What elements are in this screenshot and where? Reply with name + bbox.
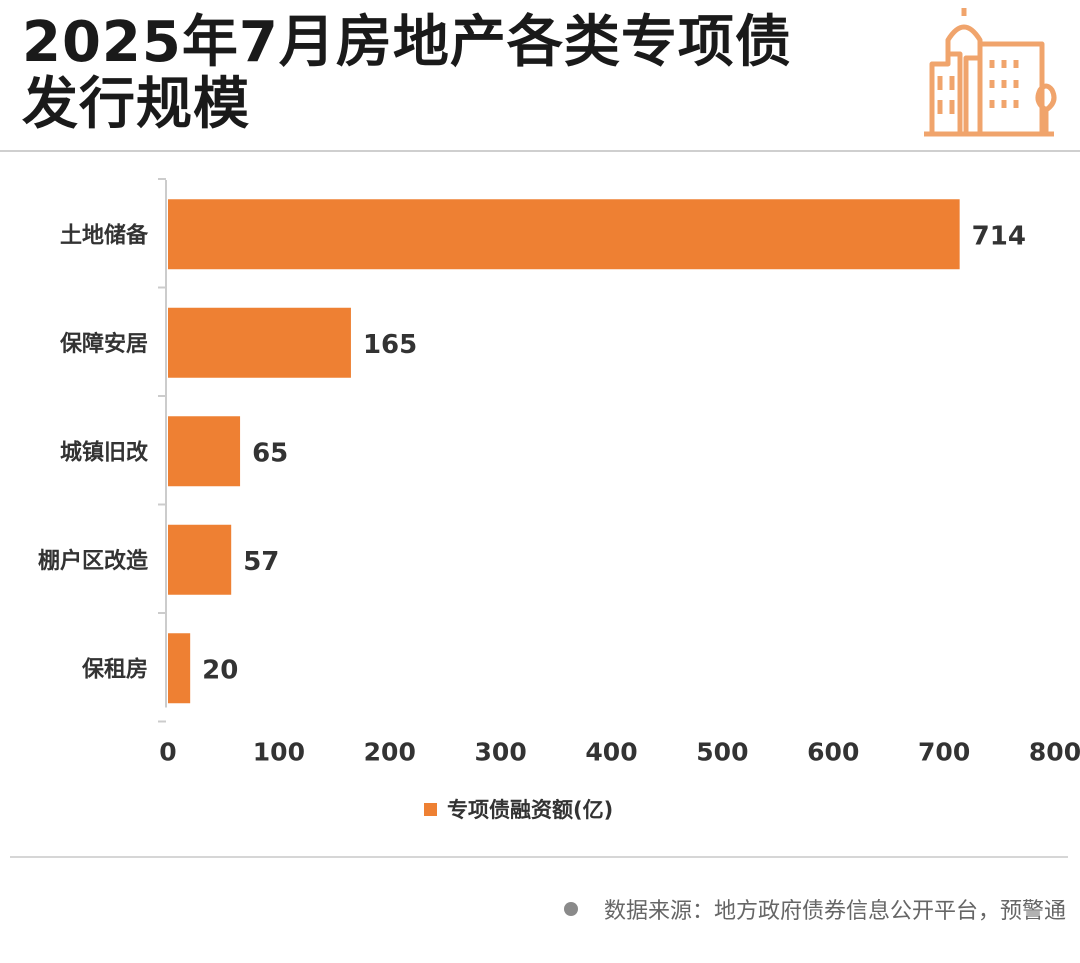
category-label: 保障安居 bbox=[59, 331, 148, 357]
data-label: 20 bbox=[202, 655, 238, 685]
footer-divider bbox=[10, 856, 1068, 858]
legend-label: 专项债融资额(亿) bbox=[447, 798, 614, 822]
bar-1 bbox=[168, 307, 351, 378]
x-tick-label: 100 bbox=[253, 738, 305, 767]
source-dot-icon bbox=[563, 902, 578, 916]
x-tick-label: 200 bbox=[364, 738, 416, 767]
bar-2 bbox=[168, 416, 241, 487]
category-label: 保租房 bbox=[81, 656, 148, 682]
category-label: 土地储备 bbox=[60, 222, 149, 248]
x-tick-label: 400 bbox=[585, 738, 637, 767]
title-line-2: 发行规模 bbox=[22, 72, 250, 137]
x-tick-label: 500 bbox=[696, 738, 748, 767]
x-tick-label: 800 bbox=[1029, 738, 1080, 767]
page-title: 2025年7月房地产各类专项债 发行规模 bbox=[22, 12, 902, 136]
x-tick-label: 0 bbox=[159, 738, 176, 767]
data-label: 65 bbox=[252, 438, 288, 468]
data-label: 714 bbox=[972, 221, 1026, 251]
building-icon-strokes bbox=[924, 8, 1057, 137]
data-label: 165 bbox=[363, 330, 417, 360]
category-label: 城镇旧改 bbox=[60, 439, 149, 465]
source-text: 数据来源：地方政府债券信息公开平台，预警通 bbox=[603, 899, 1066, 924]
legend-swatch-icon bbox=[424, 802, 437, 816]
x-tick-label: 300 bbox=[475, 738, 527, 767]
legend: 专项债融资额(亿) bbox=[424, 794, 613, 824]
header-divider bbox=[0, 150, 1080, 152]
x-tick-label: 600 bbox=[807, 738, 859, 767]
bar-3 bbox=[168, 524, 232, 595]
building-icon bbox=[924, 8, 1057, 137]
category-label: 棚户区改造 bbox=[38, 548, 148, 574]
data-label: 57 bbox=[243, 547, 279, 577]
x-tick-label: 700 bbox=[918, 738, 970, 767]
bar-4 bbox=[168, 633, 191, 704]
source-note: 数据来源：地方政府债券信息公开平台，预警通 bbox=[563, 893, 1066, 925]
title-line-1: 2025年7月房地产各类专项债 bbox=[22, 10, 792, 75]
bar-0 bbox=[168, 199, 960, 270]
